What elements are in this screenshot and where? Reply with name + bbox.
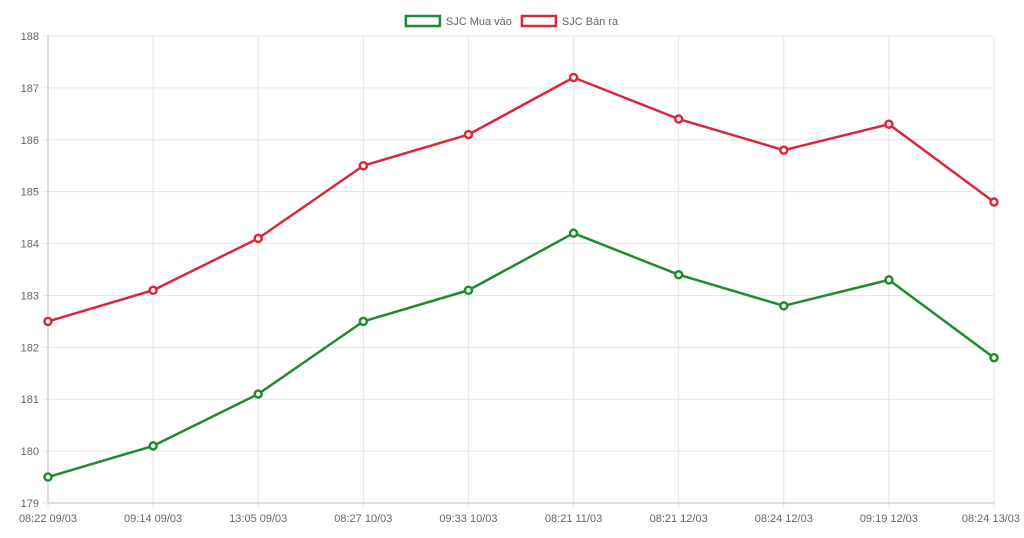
- data-point[interactable]: [884, 119, 894, 129]
- data-point[interactable]: [673, 114, 684, 124]
- data-point[interactable]: [253, 233, 263, 244]
- legend-label: SJC Bán ra: [562, 16, 619, 28]
- x-tick-label: 09:33 10/03: [439, 513, 497, 525]
- data-point[interactable]: [568, 72, 579, 83]
- y-tick-label: 188: [21, 31, 39, 43]
- data-point[interactable]: [673, 269, 684, 280]
- legend-swatch: [404, 14, 442, 28]
- y-tick-label: 186: [21, 135, 39, 147]
- y-tick-label: 187: [21, 83, 39, 95]
- series-line: [46, 76, 996, 323]
- legend-swatch: [520, 14, 558, 28]
- y-tick-label: 185: [21, 187, 39, 199]
- y-tick-label: 181: [21, 394, 39, 406]
- x-tick-label: 09:14 09/03: [124, 513, 182, 525]
- data-point[interactable]: [148, 441, 158, 451]
- x-tick-label: 08:24 13/03: [962, 513, 1020, 525]
- axes: 179 180 181 182 183 184 185 186 187 188 08:22 09/0…: [19, 31, 1020, 525]
- legend: SJC Mua vào SJC Bán ra: [404, 14, 619, 28]
- y-tick-label: 180: [21, 446, 39, 458]
- data-point[interactable]: [463, 285, 474, 296]
- y-tick-label: 183: [21, 290, 39, 302]
- data-point[interactable]: [779, 301, 789, 311]
- legend-item-1[interactable]: SJC Bán ra: [520, 14, 619, 28]
- x-tick-label: 08:21 11/03: [545, 513, 602, 525]
- data-point[interactable]: [884, 275, 894, 285]
- x-tick-label: 09:19 12/03: [860, 513, 918, 525]
- x-tick-label: 13:05 09/03: [229, 513, 287, 525]
- y-tick-label: 179: [21, 498, 39, 510]
- data-point[interactable]: [989, 352, 999, 363]
- data-point[interactable]: [568, 228, 579, 238]
- data-point[interactable]: [358, 160, 369, 171]
- y-tick-label: 184: [21, 239, 39, 251]
- data-point[interactable]: [463, 129, 474, 140]
- y-tick-label: 182: [21, 342, 39, 354]
- series-line: [46, 231, 996, 479]
- data-point[interactable]: [253, 389, 263, 399]
- series-0: [43, 228, 999, 482]
- x-tick-label: 08:22 09/03: [19, 513, 77, 525]
- x-tick-label: 08:27 10/03: [334, 513, 392, 525]
- data-point[interactable]: [43, 472, 53, 482]
- data-point[interactable]: [779, 145, 789, 155]
- series-layer: [43, 72, 999, 482]
- data-point[interactable]: [43, 316, 53, 327]
- data-point[interactable]: [148, 285, 158, 296]
- series-1: [43, 72, 999, 327]
- x-tick-label: 08:21 12/03: [650, 513, 708, 525]
- x-tick-label: 08:24 12/03: [755, 513, 813, 525]
- legend-label: SJC Mua vào: [446, 16, 512, 28]
- legend-item-0[interactable]: SJC Mua vào: [404, 14, 512, 28]
- data-point[interactable]: [358, 316, 369, 327]
- data-point[interactable]: [989, 197, 999, 207]
